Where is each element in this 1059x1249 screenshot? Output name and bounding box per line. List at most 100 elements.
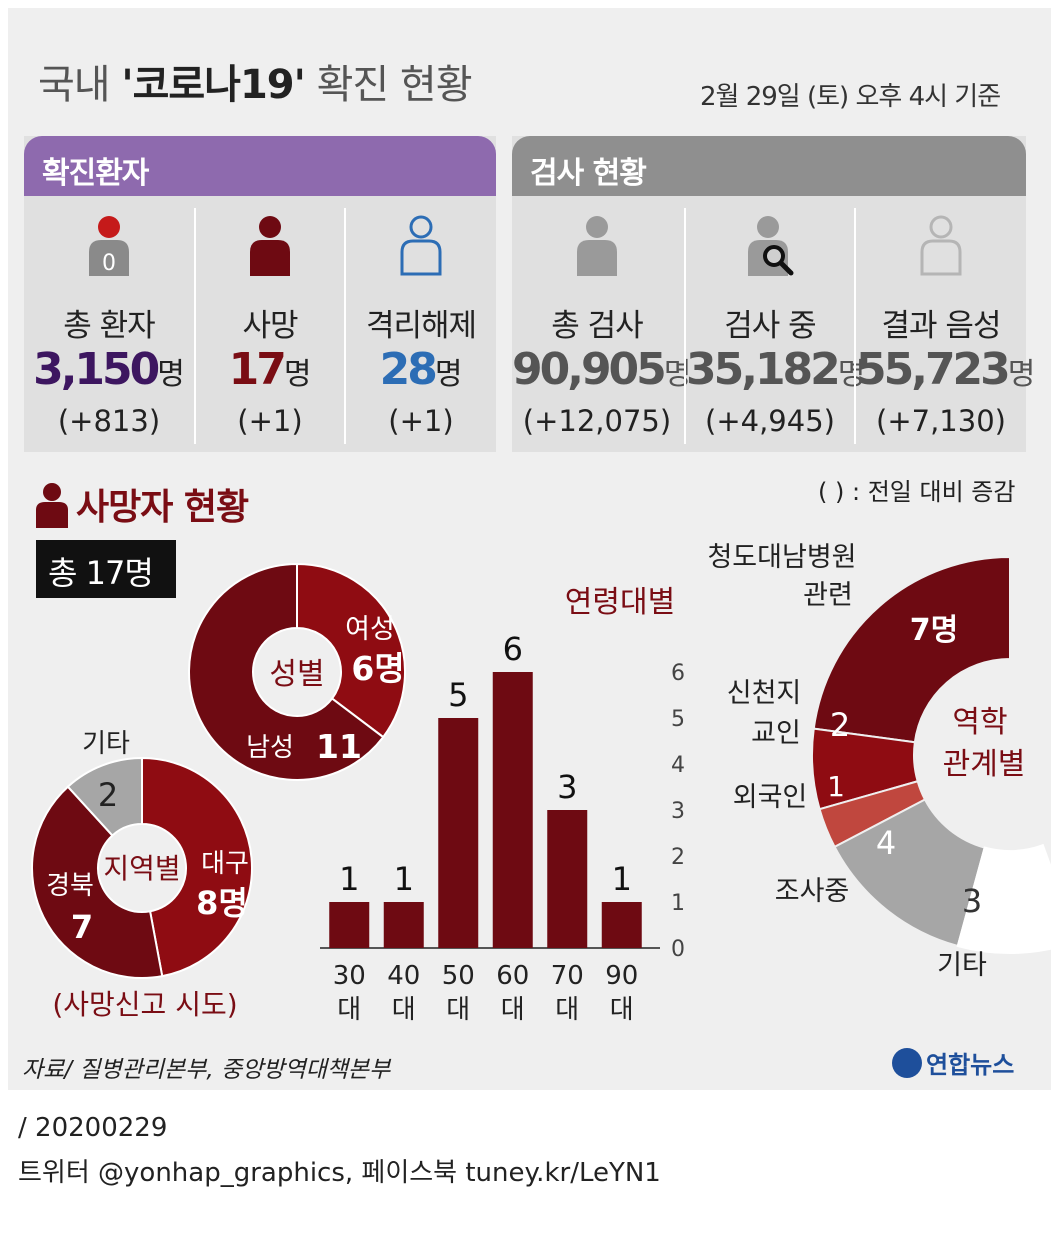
- region-center-label: 지역별: [103, 852, 180, 885]
- stat-change: (+12,075): [522, 404, 672, 438]
- x-tick-label: 30: [333, 961, 366, 991]
- deaths-total-badge: 총 17명: [36, 540, 176, 598]
- stat-change: (+4,945): [705, 404, 835, 438]
- slice-label-foreigner: 외국인: [733, 782, 808, 813]
- age-bar: [492, 672, 533, 948]
- slice-label-shincheonji: 교인: [751, 718, 801, 749]
- slice-label-gyeongbuk: 경북: [46, 871, 94, 901]
- relation-slice: [833, 798, 986, 948]
- page-title: 국내 '코로나19' 확진 현황: [38, 62, 473, 108]
- relation-slice: [956, 843, 1059, 954]
- slice-value-other: 3: [962, 882, 982, 920]
- stat-value: 55,723명: [856, 344, 1036, 395]
- age-bar: [547, 810, 588, 948]
- stat-deaths: 사망 17명 (+1): [196, 208, 344, 444]
- slice-value-shincheonji: 2: [830, 706, 850, 744]
- slice-value-male: 11: [316, 727, 362, 766]
- stat-label: 사망: [242, 308, 298, 344]
- slice-value-other: 2: [98, 776, 118, 814]
- stat-change: (+7,130): [876, 404, 1006, 438]
- divider: [684, 208, 686, 444]
- age-bar: [383, 902, 424, 948]
- patient-person-icon: 0: [89, 216, 129, 276]
- relation-center-label: 관계별: [943, 747, 1026, 782]
- stat-change: (+1): [388, 404, 454, 438]
- gender-center-label: 성별: [269, 657, 324, 692]
- y-tick-label: 2: [671, 845, 685, 870]
- stat-value: 35,182명: [686, 344, 866, 395]
- stat-label: 총 환자: [63, 308, 155, 344]
- y-tick-label: 1: [671, 891, 685, 916]
- slice-value-foreigner: 1: [827, 770, 845, 803]
- gender-slice: [188, 562, 385, 781]
- stat-negative: 결과 음성 55,723명 (+7,130): [856, 208, 1036, 444]
- stat-change: (+813): [57, 404, 161, 438]
- bar-value-label: 5: [448, 676, 468, 714]
- magnifier-person-icon: [748, 216, 794, 276]
- region-slice: [141, 756, 253, 978]
- relation-center-label: 역학: [952, 705, 1007, 740]
- x-tick-label: 90: [605, 961, 638, 991]
- agency-logo: 연합뉴스: [892, 1045, 1014, 1080]
- slice-label-shincheonji: 신천지: [727, 678, 802, 709]
- stat-value: 90,905명: [512, 344, 692, 395]
- death-person-icon: [36, 483, 68, 528]
- region-slice: [66, 756, 143, 837]
- age-bar: [601, 902, 642, 948]
- stat-label: 격리해제: [365, 308, 477, 344]
- deaths-section-title: 사망자 현황: [76, 487, 249, 528]
- death-person-icon: [250, 216, 290, 276]
- x-tick-label: 대: [446, 995, 470, 1025]
- region-caption: (사망신고 시도): [52, 988, 237, 1021]
- test-panel-header: 검사 현황: [512, 136, 1026, 196]
- stat-total-patients: 0 총 환자 3,150명 (+813): [24, 208, 194, 444]
- divider: [854, 208, 856, 444]
- slice-label-other: 기타: [82, 729, 130, 759]
- stat-change: (+1): [237, 404, 303, 438]
- x-tick-label: 대: [337, 995, 361, 1025]
- slice-label-investigating: 조사중: [775, 876, 850, 907]
- stat-value: 3,150명: [33, 344, 185, 395]
- relation-slice: [818, 780, 927, 849]
- slice-label-cheongdo: 관련: [803, 580, 853, 611]
- bar-value-label: 1: [612, 860, 632, 898]
- age-bar: [329, 902, 370, 948]
- x-tick-label: 40: [387, 961, 420, 991]
- footer-social: 트위터 @yonhap_graphics, 페이스북 tuney.kr/LeYN…: [18, 1158, 661, 1188]
- y-tick-label: 0: [671, 937, 685, 962]
- bar-value-label: 3: [557, 768, 577, 806]
- bar-value-label: 6: [503, 630, 523, 668]
- negative-person-icon: [920, 215, 962, 276]
- slice-value-investigating: 4: [876, 824, 896, 862]
- age-bar: [438, 718, 479, 948]
- footer-date: / 20200229: [18, 1113, 168, 1143]
- slice-value-gyeongbuk: 7: [71, 908, 93, 946]
- test-panel: 검사 현황 총 검사 90,905명 (+12,075) 검사 중 35,182…: [512, 136, 1036, 452]
- gender-slice: [296, 562, 406, 739]
- x-tick-label: 대: [501, 995, 525, 1025]
- divider: [344, 208, 346, 444]
- slice-label-daegu: 대구: [201, 849, 249, 879]
- slice-label-female: 여성: [345, 614, 395, 645]
- y-tick-label: 6: [671, 661, 685, 686]
- x-tick-label: 50: [442, 961, 475, 991]
- x-tick-label: 대: [392, 995, 416, 1025]
- stat-label: 결과 음성: [881, 308, 1002, 344]
- x-tick-label: 대: [555, 995, 579, 1025]
- tested-person-icon: [577, 216, 617, 276]
- stat-testing: 검사 중 35,182명 (+4,945): [686, 208, 866, 444]
- as-of-date: 2월 29일 (토) 오후 4시 기준: [700, 82, 1001, 112]
- slice-label-male: 남성: [246, 733, 294, 763]
- stat-value: 17명: [228, 344, 312, 395]
- released-person-icon: [400, 215, 442, 276]
- source-credit: 자료/ 질병관리본부, 중앙방역대책본부: [22, 1057, 391, 1083]
- change-note: ( ) : 전일 대비 증감: [818, 478, 1016, 506]
- confirmed-panel: 확진환자 0 총 환자 3,150명 (+813) 사망 17명 (+1) 격리…: [24, 136, 496, 452]
- x-tick-label: 대: [610, 995, 634, 1025]
- stat-label: 검사 중: [724, 308, 816, 344]
- relation-slice: [811, 727, 919, 811]
- slice-label-other: 기타: [937, 950, 987, 981]
- slice-label-cheongdo: 청도대남병원: [707, 542, 856, 573]
- bar-value-label: 1: [394, 860, 414, 898]
